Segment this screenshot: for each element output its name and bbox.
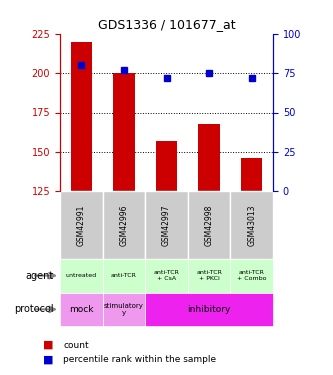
Text: ■: ■: [43, 355, 54, 365]
Text: ■: ■: [43, 340, 54, 350]
Text: anti-TCR
+ CsA: anti-TCR + CsA: [154, 270, 179, 281]
Text: GSM42996: GSM42996: [119, 204, 129, 246]
Text: GSM42991: GSM42991: [77, 204, 86, 246]
Text: untreated: untreated: [66, 273, 97, 278]
Bar: [113, 73, 135, 191]
Bar: [145, 191, 188, 259]
Text: percentile rank within the sample: percentile rank within the sample: [63, 356, 216, 364]
Bar: [103, 191, 145, 259]
Bar: [60, 259, 103, 292]
Bar: [60, 191, 103, 259]
Bar: [145, 259, 188, 292]
Text: protocol: protocol: [14, 304, 53, 314]
Bar: [71, 42, 92, 191]
Text: mock: mock: [69, 305, 94, 314]
Title: GDS1336 / 101677_at: GDS1336 / 101677_at: [98, 18, 235, 31]
Bar: [156, 141, 177, 191]
Text: stimulatory
y: stimulatory y: [104, 303, 144, 316]
Text: anti-TCR
+ PKCi: anti-TCR + PKCi: [196, 270, 222, 281]
Bar: [230, 191, 273, 259]
Bar: [188, 191, 230, 259]
Text: GSM42998: GSM42998: [204, 204, 214, 246]
Text: inhibitory: inhibitory: [187, 305, 231, 314]
Text: anti-TCR
+ Combo: anti-TCR + Combo: [237, 270, 266, 281]
Bar: [145, 292, 273, 326]
Bar: [198, 123, 220, 191]
Bar: [230, 259, 273, 292]
Bar: [188, 259, 230, 292]
Text: GSM43013: GSM43013: [247, 204, 256, 246]
Bar: [103, 292, 145, 326]
Text: anti-TCR: anti-TCR: [111, 273, 137, 278]
Bar: [103, 259, 145, 292]
Text: GSM42997: GSM42997: [162, 204, 171, 246]
Text: count: count: [63, 340, 89, 350]
Text: agent: agent: [25, 271, 53, 280]
Bar: [60, 292, 103, 326]
Bar: [241, 158, 262, 191]
